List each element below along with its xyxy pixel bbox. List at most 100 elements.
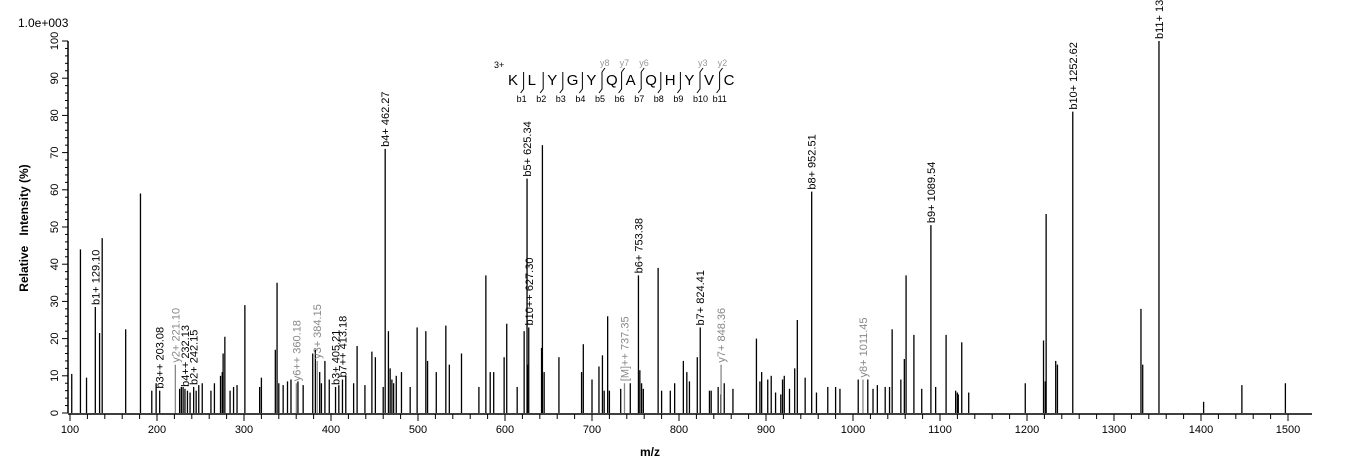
x-tick-label: 300 (235, 424, 253, 436)
peak-label: b10+ 1252.62 (1068, 42, 1080, 110)
residue: Y (586, 72, 596, 89)
residue: V (704, 72, 714, 89)
peak-label: b5+ 625.34 (522, 121, 534, 176)
peak-label: y8+ 1011.45 (858, 317, 870, 377)
y-ion-bracket (699, 67, 704, 73)
x-tick-label: 400 (322, 424, 340, 436)
y-tick-label: 40 (49, 258, 61, 270)
residue: Y (684, 72, 694, 89)
peak-label: b7++ 413.18 (337, 316, 349, 378)
x-tick-label: 600 (496, 424, 514, 436)
y-ion-label: y3 (698, 58, 708, 68)
residue: A (626, 72, 636, 89)
x-tick-label: 1400 (1189, 424, 1213, 436)
b-ion-bracket (637, 72, 642, 94)
x-tick-label: 500 (409, 424, 427, 436)
b-ion-bracket (696, 72, 701, 94)
x-tick-label: 100 (61, 424, 79, 436)
y-tick-label: 80 (49, 109, 61, 121)
b-ion-label: b7 (634, 94, 644, 104)
y-tick-label: 100 (49, 32, 61, 50)
residue: Q (606, 72, 618, 89)
x-axis-title: m/z (640, 445, 660, 459)
y-tick-label: 30 (49, 295, 61, 307)
y-tick-label: 10 (49, 370, 61, 382)
y-ion-bracket (601, 67, 606, 73)
residue: Q (645, 72, 657, 89)
peak-label: b3+ 405.21 (331, 330, 343, 385)
b-ion-bracket (520, 72, 525, 94)
b-ion-label: b1 (517, 94, 527, 104)
intensity-scale-label: 1.0e+003 (18, 16, 69, 30)
peak-label: [M]++ 737.35 (619, 316, 631, 381)
y-tick-label: 50 (49, 221, 61, 233)
y-ion-label: y6 (639, 58, 649, 68)
b-ion-label: b11 (713, 94, 727, 104)
y-ion-label: y2 (718, 58, 728, 68)
b-ion-label: b4 (575, 94, 585, 104)
b-ion-label: b10 (693, 94, 708, 104)
b-ion-label: b5 (595, 94, 605, 104)
b-ion-bracket (579, 72, 583, 94)
charge-label: 3+ (494, 60, 504, 70)
peak-label: y2+ 221.10 (170, 308, 182, 363)
y-ion-bracket (640, 67, 645, 73)
b-ion-label: b9 (673, 94, 683, 104)
y-ion-bracket (621, 67, 625, 73)
peak-label: b2+ 242.15 (189, 330, 201, 385)
b-ion-label: b3 (556, 94, 566, 104)
residue: K (508, 72, 518, 89)
b-ion-bracket (677, 72, 681, 94)
peak-label: b7+ 824.41 (695, 270, 707, 325)
peak-label: b4+ 462.27 (380, 92, 392, 147)
x-tick-label: 1300 (1102, 424, 1126, 436)
y-tick-label: 0 (49, 410, 61, 416)
peak-label: b10++ 627.30 (524, 258, 536, 326)
x-tick-label: 700 (583, 424, 601, 436)
residue: Y (547, 72, 557, 89)
y-tick-label: 90 (49, 72, 61, 84)
y-axis-title: Relative Intensity (%) (17, 164, 31, 291)
peaks (71, 145, 1287, 413)
b-ion-bracket (657, 72, 662, 94)
x-tick-label: 1100 (928, 424, 952, 436)
y-axis: 0 10 20 30 40 50 60 70 80 90 100 (49, 32, 69, 416)
peak-label: y7+ 848.36 (716, 308, 728, 363)
x-tick-label: 900 (757, 424, 775, 436)
b-ion-bracket (618, 72, 623, 94)
b-ion-label: b6 (615, 94, 625, 104)
residue: C (724, 72, 735, 89)
peak-label: b11+ 1351.69 (1154, 0, 1166, 39)
x-tick-label: 1000 (841, 424, 865, 436)
y-ion-bracket (719, 67, 723, 73)
peak-label: y3+ 384.15 (312, 304, 324, 359)
peak-label: b4++ 232.13 (180, 325, 192, 387)
peak-label: b6+ 753.38 (633, 218, 645, 273)
x-tick-label: 200 (148, 424, 166, 436)
residue: L (528, 72, 536, 89)
y-ion-label: y7 (620, 58, 630, 68)
peak-label: b3++ 203.08 (155, 327, 167, 389)
b-ion-bracket (598, 72, 603, 94)
residue: H (665, 72, 676, 89)
peak-label: b9+ 1089.54 (926, 162, 938, 223)
b-ion-bracket (559, 72, 564, 94)
y-tick-label: 70 (49, 146, 61, 158)
y-tick-label: 20 (49, 332, 61, 344)
b-ion-bracket (539, 72, 544, 94)
x-tick-label: 1200 (1015, 424, 1039, 436)
peptide-sequence-map: 3+K L Y G Y Q A Q H Y V Cb1 b2 b3 b4 b5 b6 b7 b8 b9 b10 b11y8… (494, 58, 735, 104)
b-ion-label: b8 (654, 94, 664, 104)
peak-label: b8+ 952.51 (807, 134, 819, 189)
y-tick-label: 60 (49, 184, 61, 196)
b-ion-bracket (716, 72, 721, 94)
x-tick-label: 1500 (1276, 424, 1300, 436)
x-tick-label: 800 (670, 424, 688, 436)
b-ion-label: b2 (536, 94, 546, 104)
peak-label: y6++ 360.18 (291, 320, 303, 381)
peak-label: b1+ 129.10 (90, 250, 102, 305)
residue: G (567, 72, 579, 89)
y-ion-label: y8 (600, 58, 610, 68)
